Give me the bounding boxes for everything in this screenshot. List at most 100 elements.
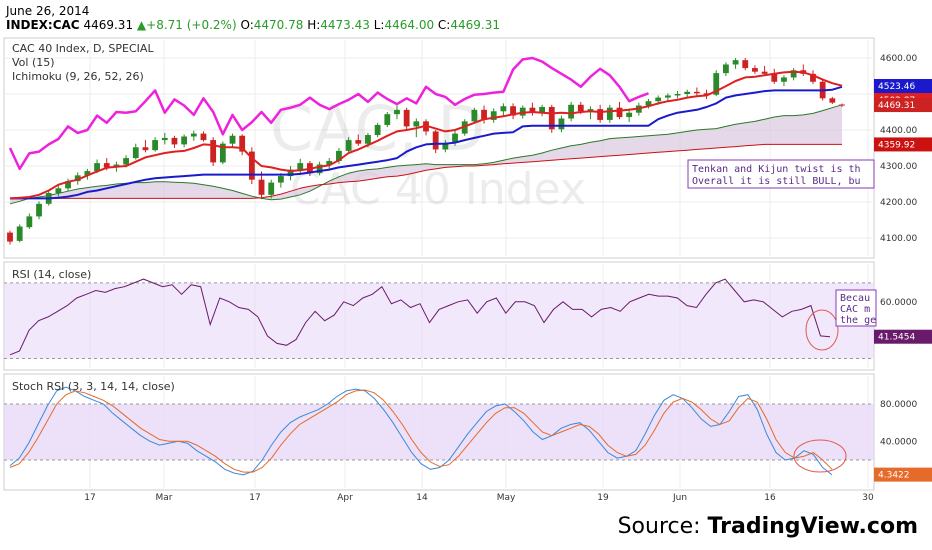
candle-body	[742, 60, 749, 69]
x-tick-label: May	[497, 493, 516, 503]
candle-body	[655, 97, 662, 102]
candle-body	[132, 147, 139, 159]
candle-body	[645, 101, 652, 106]
source-credit: Source: TradingView.com	[618, 514, 918, 539]
header-quote: INDEX:CAC 4469.31 ▲+8.71 (+0.2%) O:4470.…	[6, 18, 500, 32]
candle-body	[510, 106, 516, 116]
candle-body	[616, 107, 623, 118]
candle-body	[248, 151, 255, 180]
candle-body	[597, 109, 604, 120]
candle-body	[500, 106, 507, 112]
open-label: O:	[240, 18, 254, 32]
candle-body	[365, 135, 371, 144]
stoch-pane-title: Stoch RSI (3, 3, 14, 14, close)	[12, 380, 175, 393]
candle-body	[568, 104, 575, 119]
high-label: H:	[307, 18, 321, 32]
candle-body	[461, 121, 468, 134]
price-axis-badge-text: 4359.92	[878, 140, 915, 150]
stoch-d-line	[9, 389, 833, 473]
rsi-annotation-text: the ge	[840, 315, 876, 326]
price-axis-badge-text: 4523.46	[878, 82, 915, 92]
candle-body	[336, 150, 342, 161]
candle-body	[384, 114, 391, 125]
candle-body	[752, 68, 758, 72]
rsi-pane-title: RSI (14, close)	[12, 268, 91, 281]
candle-body	[123, 158, 129, 165]
candle-body	[732, 60, 739, 65]
candle-body	[606, 107, 613, 120]
candle-body	[287, 169, 294, 177]
candle-body	[94, 163, 100, 172]
price-axis-badge	[874, 79, 932, 93]
rsi-value-text: 41.5454	[878, 333, 915, 343]
price-axis-badge	[874, 137, 932, 152]
price-pane-title: CAC 40 Index, D, SPECIAL	[12, 42, 154, 55]
candle-body	[723, 64, 729, 74]
candle-body	[181, 136, 188, 145]
annotation-text: Overall it is still BULL, bu	[692, 176, 861, 187]
candle-body	[26, 216, 33, 228]
candle-body	[258, 179, 265, 195]
stoch-k-line	[9, 386, 833, 476]
price-tick-label: 4200.00	[880, 198, 917, 208]
source-prefix: Source:	[617, 514, 708, 539]
candle-body	[316, 164, 323, 174]
x-tick-label: 17	[249, 493, 260, 503]
candle-body	[190, 133, 197, 137]
pane-frame-0	[3, 37, 875, 259]
candle-body	[829, 98, 836, 103]
candle-body	[394, 109, 400, 115]
candle-body	[268, 182, 275, 195]
candle-body	[481, 109, 487, 120]
candle-body	[781, 77, 787, 82]
x-tick-label: 17	[84, 493, 95, 503]
close-value: 4469.31	[450, 18, 500, 32]
candle-body	[452, 133, 458, 143]
stoch-value-badge	[874, 467, 932, 482]
indicator-label: Ichimoku (9, 26, 52, 26)	[12, 70, 144, 83]
candle-body	[152, 140, 159, 151]
candle-body	[103, 163, 110, 168]
change-text: +8.71 (+0.2%)	[146, 18, 237, 32]
date-text: June 26, 2014	[6, 4, 90, 18]
candle-body	[790, 70, 797, 78]
candle-body	[36, 203, 42, 217]
candle-body	[713, 73, 720, 95]
candle-body	[210, 140, 217, 163]
up-arrow-icon: ▲	[136, 18, 147, 32]
candle-body	[810, 73, 816, 82]
rsi-band	[4, 282, 874, 359]
chart-canvas[interactable]: 4100.004200.004300.004400.004500.004600.…	[0, 0, 932, 510]
candle-body	[355, 140, 362, 144]
tenkan-sen-line	[9, 70, 843, 200]
rsi-highlight-circle	[805, 309, 839, 351]
candle-body	[413, 121, 420, 127]
candle-body	[529, 107, 536, 113]
stoch-band	[4, 404, 874, 460]
price-tick-label: 4100.00	[880, 234, 917, 244]
rsi-tick-label: 60.0000	[880, 298, 917, 308]
candle-body	[703, 93, 710, 95]
x-tick-label: 30	[862, 493, 874, 503]
ichimoku-cloud	[10, 104, 842, 204]
stoch-highlight-circle	[793, 439, 847, 473]
candle-body	[539, 106, 545, 113]
stoch-tick-label: 80.0000	[880, 400, 917, 410]
watermark-name: CAC 40 Index	[290, 164, 586, 215]
price-tick-label: 4600.00	[880, 54, 917, 64]
candle-body	[403, 109, 410, 127]
senkou-span-b-line	[10, 143, 842, 199]
annotation-text: Tenkan and Kijun twist is th	[692, 164, 861, 175]
candle-body	[558, 118, 565, 130]
candle-body	[142, 147, 149, 151]
candle-body	[626, 112, 633, 118]
last-price: 4469.31	[83, 18, 134, 32]
candle-body	[577, 104, 584, 112]
x-tick-label: Mar	[156, 493, 173, 503]
symbol-text[interactable]: INDEX:CAC	[6, 18, 80, 32]
x-tick-label: Jun	[672, 493, 687, 503]
stoch-value-text: 4.3422	[878, 471, 910, 481]
x-tick-label: Apr	[337, 493, 353, 503]
rsi-annotation-box	[835, 289, 877, 327]
candle-body	[84, 171, 91, 176]
